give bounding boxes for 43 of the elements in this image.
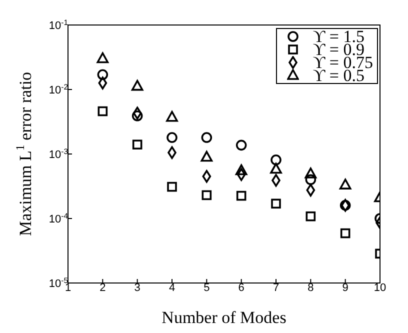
point	[166, 132, 178, 143]
point	[235, 164, 248, 176]
point	[271, 198, 281, 209]
point	[236, 190, 246, 201]
point	[306, 211, 316, 222]
y-tick-label: 10$^{-2}$	[48, 82, 68, 96]
point	[167, 182, 177, 192]
point	[132, 106, 142, 120]
point	[306, 184, 316, 197]
x-tick-label: 4	[168, 282, 176, 294]
y-tick-label: 10$^{-4}$	[48, 211, 69, 226]
x-axis-title: Number of Modes	[162, 308, 286, 327]
x-tick-label: 8	[308, 282, 314, 294]
point	[340, 228, 350, 238]
point	[131, 80, 144, 91]
point	[339, 178, 352, 190]
point	[98, 106, 108, 116]
point	[166, 110, 178, 122]
point	[200, 150, 213, 162]
point	[98, 76, 108, 90]
point	[132, 110, 143, 122]
x-tick-label: 5	[204, 282, 210, 294]
x-tick-label: 9	[342, 282, 348, 294]
x-tick-label: 7	[272, 282, 280, 294]
x-tick-label: 10	[374, 282, 386, 294]
point	[201, 132, 212, 143]
y-tick-label: 10$^{-3}$	[48, 146, 68, 161]
x-tick-label: 3	[134, 282, 140, 294]
point	[236, 168, 246, 181]
point	[132, 140, 142, 150]
point	[305, 174, 316, 186]
point	[270, 154, 282, 166]
point	[202, 170, 212, 183]
point	[96, 52, 109, 64]
point	[236, 140, 247, 151]
point	[97, 69, 108, 80]
x-tick-label: 2	[100, 282, 106, 294]
y-tick-label: 10$^{-1}$	[48, 18, 68, 32]
point	[202, 190, 212, 200]
point	[304, 168, 317, 178]
x-tick-label: 6	[238, 282, 244, 294]
point	[270, 162, 282, 174]
x-tick-label: 1	[64, 282, 72, 294]
